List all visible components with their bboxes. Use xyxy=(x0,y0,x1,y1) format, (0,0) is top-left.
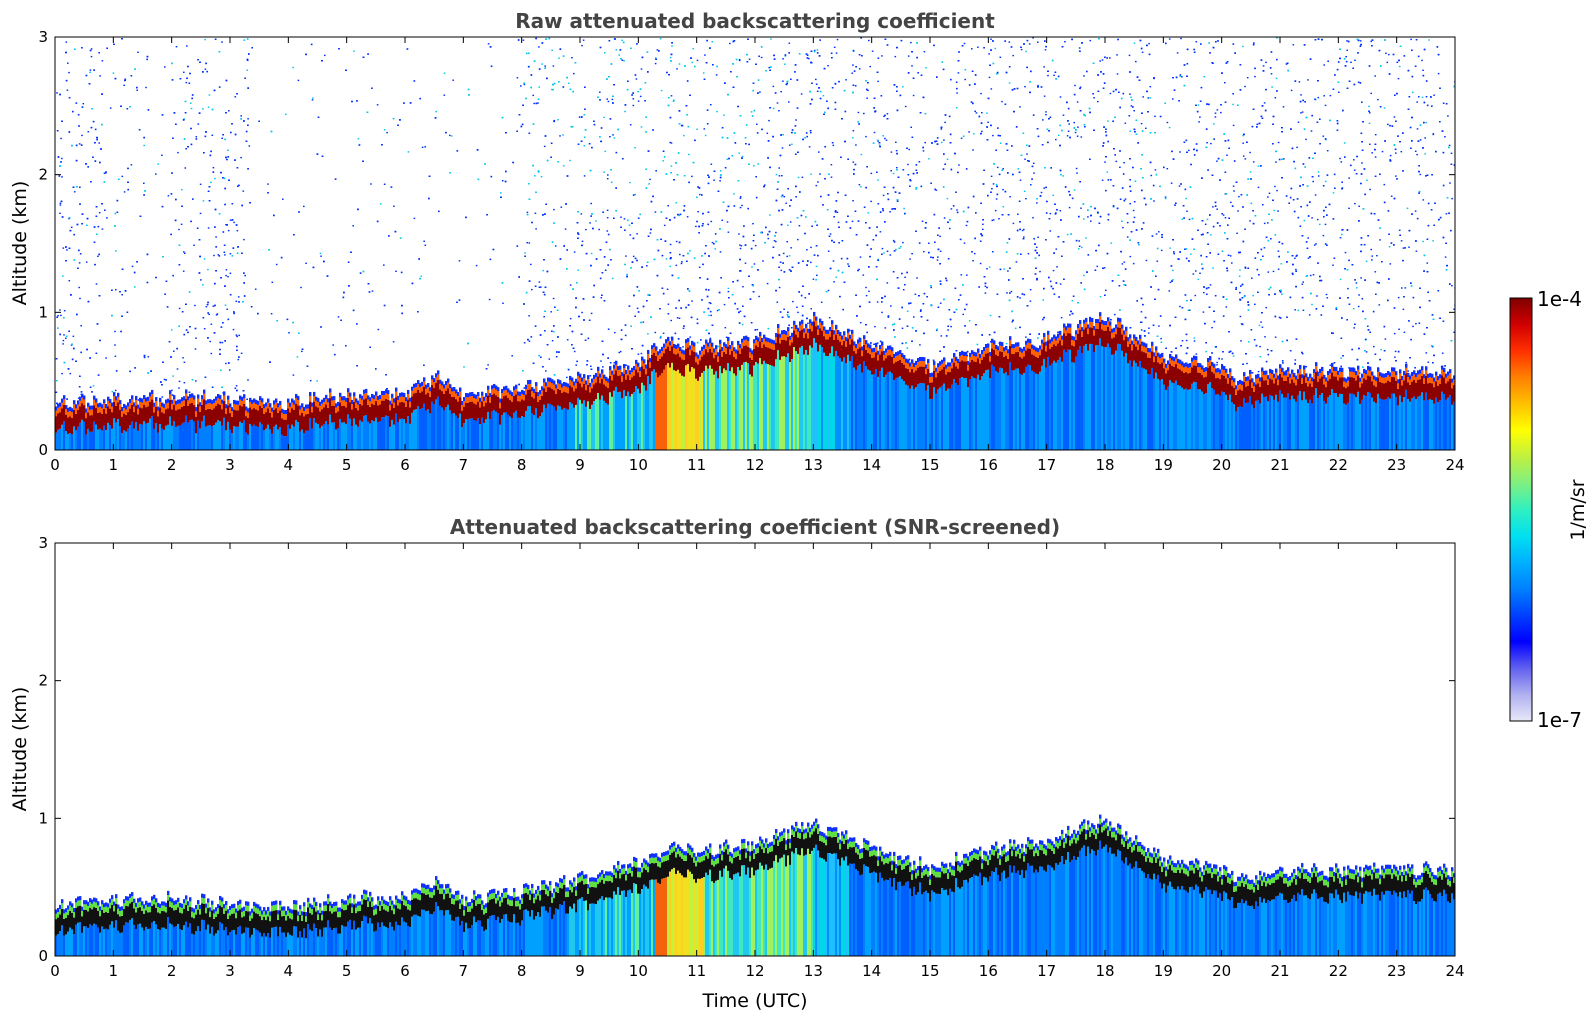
x-tick-label: 16 xyxy=(979,456,998,474)
x-tick-label: 5 xyxy=(342,456,352,474)
y-tick-label: 1 xyxy=(38,303,48,321)
noise-speckle xyxy=(55,37,1455,405)
y-tick-label: 0 xyxy=(38,441,48,459)
top-y-axis: 0 1 2 3 xyxy=(38,28,1455,459)
y-tick-label: 2 xyxy=(38,166,48,184)
colorbar-max-label: 1e-4 xyxy=(1537,287,1582,311)
top-x-axis: 0 1 2 3 4 5 6 7 8 9 10 11 12 13 14 15 16 17 18 19 20 21 22 23 24 xyxy=(50,37,1465,474)
boundary-layer-columns xyxy=(55,814,1455,956)
x-tick-label: 11 xyxy=(687,962,706,980)
x-tick-label: 1 xyxy=(109,456,119,474)
x-tick-label: 9 xyxy=(575,456,585,474)
y-tick-label: 2 xyxy=(38,672,48,690)
bottom-x-axis-label: Time (UTC) xyxy=(701,990,807,1012)
colorbar-gradient xyxy=(1509,297,1533,722)
x-tick-label: 20 xyxy=(1212,962,1231,980)
bottom-panel: Attenuated backscattering coefficient (S… xyxy=(9,515,1465,1012)
x-tick-label: 1 xyxy=(109,962,119,980)
bottom-x-axis: 0 1 2 3 4 5 6 7 8 9 10 11 12 13 14 15 16 17 18 19 20 21 22 23 24 xyxy=(50,543,1465,980)
x-tick-label: 17 xyxy=(1037,962,1056,980)
x-tick-label: 19 xyxy=(1154,962,1173,980)
x-tick-label: 2 xyxy=(167,962,177,980)
x-tick-label: 10 xyxy=(629,456,648,474)
x-tick-label: 18 xyxy=(1095,456,1114,474)
x-tick-label: 10 xyxy=(629,962,648,980)
colorbar: 1e-4 1e-7 1/m/sr xyxy=(1509,287,1589,732)
bottom-heatmap xyxy=(55,814,1455,956)
top-panel-title: Raw attenuated backscattering coefficien… xyxy=(515,9,995,33)
x-tick-label: 19 xyxy=(1154,456,1173,474)
x-tick-label: 21 xyxy=(1270,962,1289,980)
top-heatmap xyxy=(55,37,1455,450)
x-tick-label: 23 xyxy=(1387,962,1406,980)
top-panel: Raw attenuated backscattering coefficien… xyxy=(9,9,1465,474)
x-tick-label: 4 xyxy=(284,456,294,474)
x-tick-label: 0 xyxy=(50,962,60,980)
bottom-panel-title: Attenuated backscattering coefficient (S… xyxy=(450,515,1060,539)
x-tick-label: 12 xyxy=(745,962,764,980)
x-tick-label: 4 xyxy=(284,962,294,980)
x-tick-label: 14 xyxy=(862,962,881,980)
x-tick-label: 17 xyxy=(1037,456,1056,474)
x-tick-label: 13 xyxy=(804,456,823,474)
x-tick-label: 9 xyxy=(575,962,585,980)
x-tick-label: 22 xyxy=(1329,456,1348,474)
x-tick-label: 2 xyxy=(167,456,177,474)
x-tick-label: 8 xyxy=(517,962,527,980)
x-tick-label: 7 xyxy=(459,962,469,980)
x-tick-label: 21 xyxy=(1270,456,1289,474)
y-tick-label: 0 xyxy=(38,947,48,965)
x-tick-label: 24 xyxy=(1445,962,1464,980)
x-tick-label: 16 xyxy=(979,962,998,980)
y-tick-label: 1 xyxy=(38,809,48,827)
x-tick-label: 23 xyxy=(1387,456,1406,474)
x-tick-label: 0 xyxy=(50,456,60,474)
x-tick-label: 3 xyxy=(225,962,235,980)
x-tick-label: 13 xyxy=(804,962,823,980)
x-tick-label: 5 xyxy=(342,962,352,980)
x-tick-label: 20 xyxy=(1212,456,1231,474)
x-tick-label: 6 xyxy=(400,962,410,980)
x-tick-label: 15 xyxy=(920,962,939,980)
colorbar-unit-label: 1/m/sr xyxy=(1567,479,1589,540)
x-tick-label: 15 xyxy=(920,456,939,474)
x-tick-label: 22 xyxy=(1329,962,1348,980)
y-tick-label: 3 xyxy=(38,28,48,46)
y-tick-label: 3 xyxy=(38,534,48,552)
x-tick-label: 8 xyxy=(517,456,527,474)
bottom-y-axis: 0 1 2 3 xyxy=(38,534,1455,965)
top-y-axis-label: Altitude (km) xyxy=(9,181,31,306)
x-tick-label: 18 xyxy=(1095,962,1114,980)
x-tick-label: 3 xyxy=(225,456,235,474)
bottom-y-axis-label: Altitude (km) xyxy=(9,687,31,812)
x-tick-label: 24 xyxy=(1445,456,1464,474)
colorbar-min-label: 1e-7 xyxy=(1537,708,1582,732)
x-tick-label: 12 xyxy=(745,456,764,474)
boundary-layer-columns xyxy=(55,311,1455,450)
x-tick-label: 14 xyxy=(862,456,881,474)
x-tick-label: 7 xyxy=(459,456,469,474)
x-tick-label: 11 xyxy=(687,456,706,474)
x-tick-label: 6 xyxy=(400,456,410,474)
